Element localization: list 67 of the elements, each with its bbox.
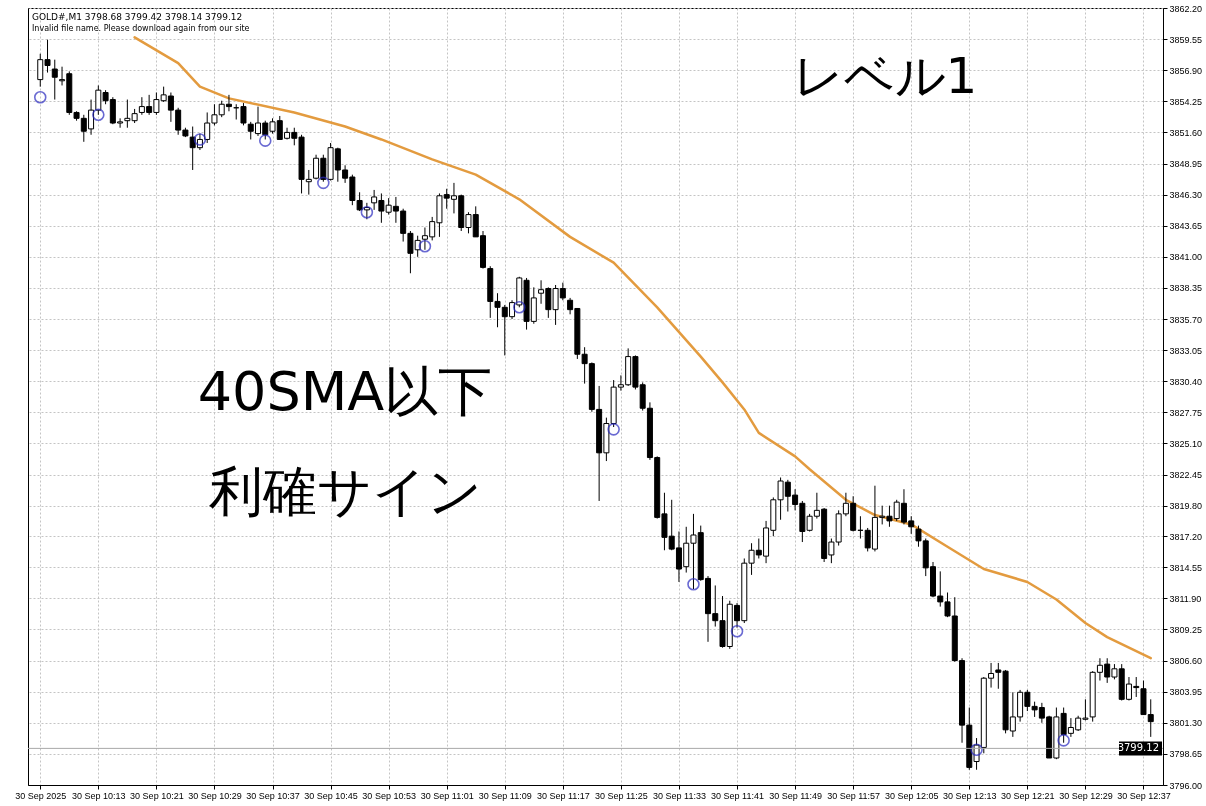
y-tick-label: 3859.55	[1169, 34, 1203, 45]
y-tick-label: 3841.00	[1169, 252, 1203, 263]
y-tick-label: 3827.75	[1169, 407, 1203, 418]
y-tick-label: 3846.30	[1169, 190, 1203, 201]
x-tick-label: 30 Sep 11:09	[478, 790, 532, 801]
point	[193, 133, 207, 146]
annotation: 40SMA以下	[197, 360, 493, 423]
y-tick-label: 3819.80	[1169, 501, 1203, 512]
y-tick-label: 3825.10	[1169, 438, 1203, 449]
point	[418, 240, 432, 253]
y-tick-label: 3843.65	[1169, 221, 1203, 232]
point	[730, 624, 744, 638]
point	[513, 301, 526, 314]
x-tick-label: 30 Sep 12:13	[943, 790, 997, 801]
x-tick-label: 30 Sep 11:33	[653, 790, 706, 801]
y-tick-label: 3806.60	[1169, 656, 1203, 667]
x-tick-label: 30 Sep 12:29	[1059, 790, 1113, 801]
annotation: 利確サイン	[208, 460, 482, 523]
text: レベル1	[792, 47, 978, 105]
x-tick-label: 30 Sep 11:25	[594, 790, 648, 801]
x-tick-label: 30 Sep 2025	[15, 790, 67, 801]
y-tick-label: 3798.65	[1169, 749, 1203, 760]
annotation: Invalid file name. Please download again from our site	[32, 24, 250, 33]
y-tick-label: 3856.90	[1169, 65, 1203, 76]
point	[687, 578, 700, 591]
y-tick-label: 3803.95	[1169, 687, 1203, 698]
line-series	[133, 36, 1152, 660]
x-tick-label: 30 Sep 11:57	[827, 790, 881, 801]
x-tick-label: 30 Sep 10:37	[246, 790, 300, 801]
y-tick-label: 3830.40	[1169, 376, 1203, 387]
ref-line-label: 3799.12	[1117, 742, 1159, 754]
x-tick-label: 30 Sep 11:17	[536, 790, 590, 801]
point	[92, 108, 105, 122]
x-tick-label: 30 Sep 10:29	[188, 790, 242, 801]
x-tick-label: 30 Sep 11:01	[420, 790, 474, 801]
annotation: GOLD#,M1 3798.68 3799.42 3798.14 3799.12	[32, 12, 243, 22]
x-tick-label: 30 Sep 12:21	[1001, 790, 1055, 801]
y-tick-label: 3833.05	[1169, 345, 1203, 356]
y-tick-label: 3848.95	[1169, 159, 1203, 170]
point	[1057, 734, 1070, 747]
y-tick-label: 3854.25	[1169, 96, 1203, 107]
y-tick-label: 3835.70	[1169, 314, 1203, 325]
y-tick-label: 3817.20	[1169, 531, 1203, 542]
y-tick-label: 3822.45	[1169, 470, 1203, 481]
candlestick	[51, 59, 58, 101]
x-tick-label: 30 Sep 10:21	[130, 790, 184, 801]
y-tick-label: 3809.25	[1169, 624, 1203, 635]
point	[607, 423, 620, 436]
point	[317, 176, 330, 190]
y-tick-label: 3838.35	[1169, 283, 1203, 294]
y-tick-label: 3851.60	[1169, 127, 1203, 138]
point	[970, 743, 983, 757]
point	[33, 90, 47, 104]
x-tick-label: 30 Sep 11:49	[769, 790, 823, 801]
y-tick-label: 3801.30	[1169, 718, 1203, 729]
x-tick-label: 30 Sep 11:41	[711, 790, 764, 801]
x-tick-label: 30 Sep 12:05	[884, 790, 939, 801]
x-tick-label: 30 Sep 10:13	[72, 790, 126, 801]
x-tick-label: 30 Sep 10:53	[362, 790, 416, 801]
x-tick-label: 30 Sep 10:45	[304, 790, 358, 801]
point	[258, 134, 272, 147]
x-tick-label: 30 Sep 12:37	[1117, 790, 1171, 801]
y-tick-label: 3796.00	[1169, 780, 1203, 791]
y-tick-label: 3814.55	[1169, 562, 1203, 573]
y-tick-label: 3862.20	[1169, 3, 1203, 14]
y-tick-label: 3811.90	[1169, 593, 1202, 604]
point	[360, 205, 374, 219]
